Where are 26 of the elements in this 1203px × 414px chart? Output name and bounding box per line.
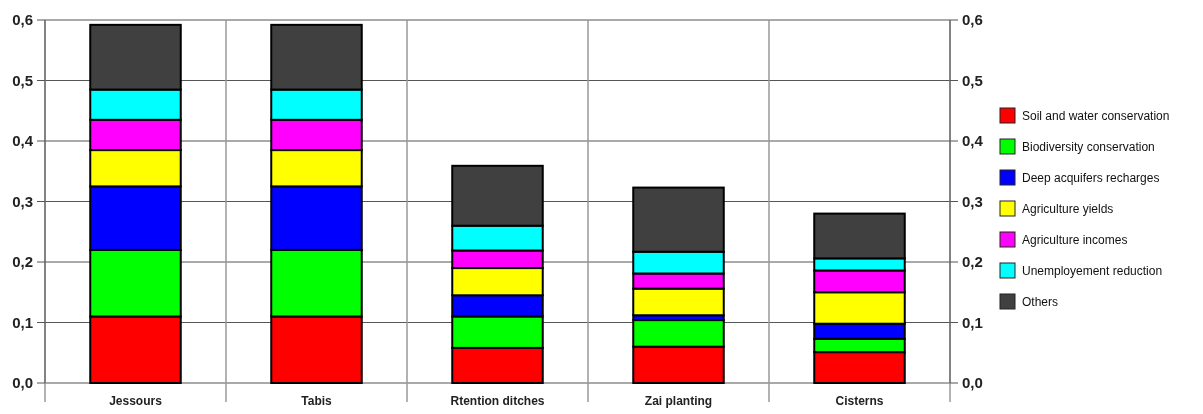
x-tick-label: Tabis	[301, 394, 333, 408]
y-tick-label: 0,3	[12, 192, 33, 210]
y2-tick-label: 0,6	[962, 11, 983, 29]
legend-label: Agriculture incomes	[1022, 233, 1128, 248]
y2-tick-label: 0,2	[962, 253, 983, 271]
y-tick-label: 0,4	[12, 132, 34, 150]
legend-label: Biodiversity conservation	[1022, 140, 1155, 155]
y-tick-label: 0,0	[12, 374, 33, 392]
legend-label: Soil and water conservation	[1022, 109, 1170, 124]
y2-tick-label: 0,4	[962, 132, 984, 150]
y2-tick-label: 0,1	[962, 313, 983, 331]
legend-label: Agriculture yields	[1022, 202, 1114, 217]
y2-tick-label: 0,0	[962, 374, 983, 392]
y2-tick-label: 0,3	[962, 192, 983, 210]
y-tick-label: 0,6	[12, 11, 33, 29]
legend-label: Deep acquifers recharges	[1022, 171, 1160, 186]
x-tick-label: Zai planting	[644, 394, 713, 408]
x-tick-label: Rtention ditches	[450, 394, 545, 408]
y-tick-label: 0,1	[12, 313, 33, 331]
x-tick-label: Jessours	[109, 394, 163, 408]
y-tick-label: 0,5	[12, 71, 33, 89]
y2-tick-label: 0,5	[962, 71, 983, 89]
y-tick-label: 0,2	[12, 253, 33, 271]
legend-label: Others	[1022, 295, 1059, 310]
x-tick-label: Cisterns	[835, 394, 884, 408]
legend-label: Unemployement reduction	[1022, 264, 1163, 279]
